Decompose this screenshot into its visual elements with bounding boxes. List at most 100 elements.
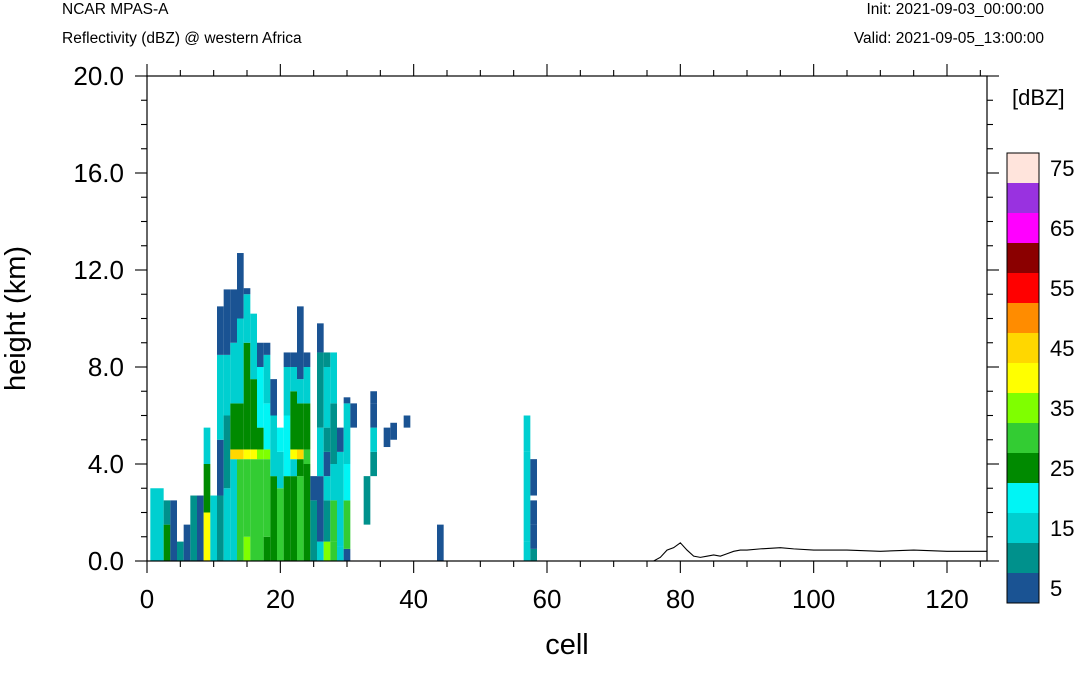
reflectivity-cell bbox=[203, 512, 211, 561]
reflectivity-cell bbox=[223, 488, 231, 561]
reflectivity-cell bbox=[343, 464, 351, 501]
reflectivity-cell bbox=[257, 367, 264, 428]
reflectivity-cell bbox=[257, 342, 264, 367]
reflectivity-cell bbox=[343, 403, 351, 464]
reflectivity-cell bbox=[217, 439, 224, 496]
colorbar-label: 15 bbox=[1050, 516, 1074, 541]
colorbar-swatch bbox=[1007, 453, 1039, 483]
reflectivity-cell bbox=[277, 427, 284, 452]
reflectivity-cell bbox=[170, 500, 177, 561]
x-tick-label: 40 bbox=[399, 584, 428, 614]
terrain-line bbox=[147, 542, 987, 562]
reflectivity-cell bbox=[323, 352, 331, 367]
reflectivity-cell bbox=[217, 495, 224, 561]
reflectivity-cell bbox=[303, 403, 311, 450]
colorbar-label: 55 bbox=[1050, 276, 1074, 301]
colorbar-swatch bbox=[1007, 183, 1039, 213]
reflectivity-cell bbox=[370, 451, 377, 477]
reflectivity-cell bbox=[317, 323, 324, 353]
reflectivity-cell bbox=[203, 464, 211, 513]
colorbar-swatch bbox=[1007, 423, 1039, 453]
reflectivity-cell bbox=[223, 354, 231, 416]
reflectivity-cell bbox=[250, 313, 257, 380]
reflectivity-cell bbox=[323, 367, 331, 428]
y-tick-label: 0.0 bbox=[88, 546, 124, 576]
reflectivity-cell bbox=[210, 495, 217, 561]
reflectivity-cell bbox=[370, 427, 377, 452]
reflectivity-cell bbox=[363, 476, 371, 525]
reflectivity-cell bbox=[310, 500, 317, 561]
reflectivity-cell bbox=[257, 427, 264, 450]
reflectivity-cell bbox=[243, 459, 251, 537]
reflectivity-cell bbox=[297, 306, 304, 380]
reflectivity-cell bbox=[243, 288, 251, 295]
colorbar-label: 5 bbox=[1050, 576, 1062, 601]
reflectivity-cell bbox=[237, 449, 244, 460]
reflectivity-cell bbox=[330, 403, 337, 464]
colorbar-label: 25 bbox=[1050, 456, 1074, 481]
colorbar-swatch bbox=[1007, 393, 1039, 423]
colorbar-frame bbox=[1006, 152, 1040, 604]
reflectivity-cell bbox=[370, 403, 377, 428]
reflectivity-cell bbox=[237, 403, 244, 450]
reflectivity-cell bbox=[290, 391, 297, 450]
reflectivity-cell bbox=[270, 415, 277, 477]
reflectivity-cell bbox=[190, 495, 197, 561]
colorbar-swatch bbox=[1007, 333, 1039, 363]
reflectivity-cell bbox=[297, 379, 304, 404]
reflectivity-cell bbox=[317, 427, 324, 477]
reflectivity-cell bbox=[297, 476, 304, 561]
reflectivity-cell bbox=[263, 354, 271, 404]
x-tick-label: 20 bbox=[266, 584, 295, 614]
reflectivity-cell bbox=[290, 352, 297, 367]
reflectivity-cell bbox=[217, 306, 224, 355]
y-tick-label: 8.0 bbox=[88, 352, 124, 382]
reflectivity-cell bbox=[323, 451, 331, 477]
axis-ticks bbox=[135, 64, 999, 573]
reflectivity-cell bbox=[230, 459, 237, 561]
colorbar-swatch bbox=[1007, 543, 1039, 573]
chart-subtitle: Reflectivity (dBZ) @ western Africa bbox=[62, 30, 302, 47]
reflectivity-cell bbox=[343, 397, 351, 404]
x-tick-label: 120 bbox=[925, 584, 968, 614]
reflectivity-cell bbox=[290, 476, 297, 561]
reflectivity-cell bbox=[283, 367, 291, 416]
colorbar-swatch bbox=[1007, 363, 1039, 393]
reflectivity-cell bbox=[257, 459, 264, 561]
colorbar-label: 65 bbox=[1050, 216, 1074, 241]
reflectivity-cell bbox=[323, 541, 331, 561]
reflectivity-cell bbox=[323, 500, 331, 542]
reflectivity-cell bbox=[243, 294, 251, 343]
reflectivity-cell bbox=[530, 524, 537, 549]
reflectivity-cell bbox=[310, 476, 317, 501]
colorbar-label: 45 bbox=[1050, 336, 1074, 361]
reflectivity-cell bbox=[290, 367, 297, 392]
colorbar-swatch bbox=[1007, 573, 1039, 603]
reflectivity-cell bbox=[297, 449, 304, 460]
x-tick-label: 80 bbox=[666, 584, 695, 614]
colorbar-swatch bbox=[1007, 273, 1039, 303]
reflectivity-cell bbox=[230, 403, 237, 450]
reflectivity-cell bbox=[250, 449, 257, 460]
colorbar-swatch bbox=[1007, 213, 1039, 243]
reflectivity-cell bbox=[337, 427, 344, 452]
reflectivity-cell bbox=[197, 495, 204, 561]
terrain-layer bbox=[147, 542, 987, 562]
reflectivity-cell bbox=[217, 354, 224, 440]
reflectivity-cell bbox=[530, 500, 537, 525]
y-tick-label: 4.0 bbox=[88, 449, 124, 479]
x-tick-label: 100 bbox=[792, 584, 835, 614]
colorbar-swatch bbox=[1007, 513, 1039, 543]
init-time-label: Init: 2021-09-03_00:00:00 bbox=[866, 1, 1044, 18]
reflectivity-cell bbox=[343, 548, 351, 561]
reflectivity-cell bbox=[243, 536, 251, 561]
x-tick-labels: 0 20 40 60 80 100 120 bbox=[140, 584, 969, 614]
reflectivity-cell bbox=[263, 459, 271, 537]
colorbar-swatch bbox=[1007, 483, 1039, 513]
reflectivity-cell bbox=[330, 541, 337, 561]
reflectivity-cell bbox=[283, 415, 291, 477]
reflectivity-cell bbox=[263, 536, 271, 561]
colorbar-swatch bbox=[1007, 243, 1039, 273]
reflectivity-cell bbox=[263, 342, 271, 355]
colorbar-title: [dBZ] bbox=[1012, 85, 1065, 110]
